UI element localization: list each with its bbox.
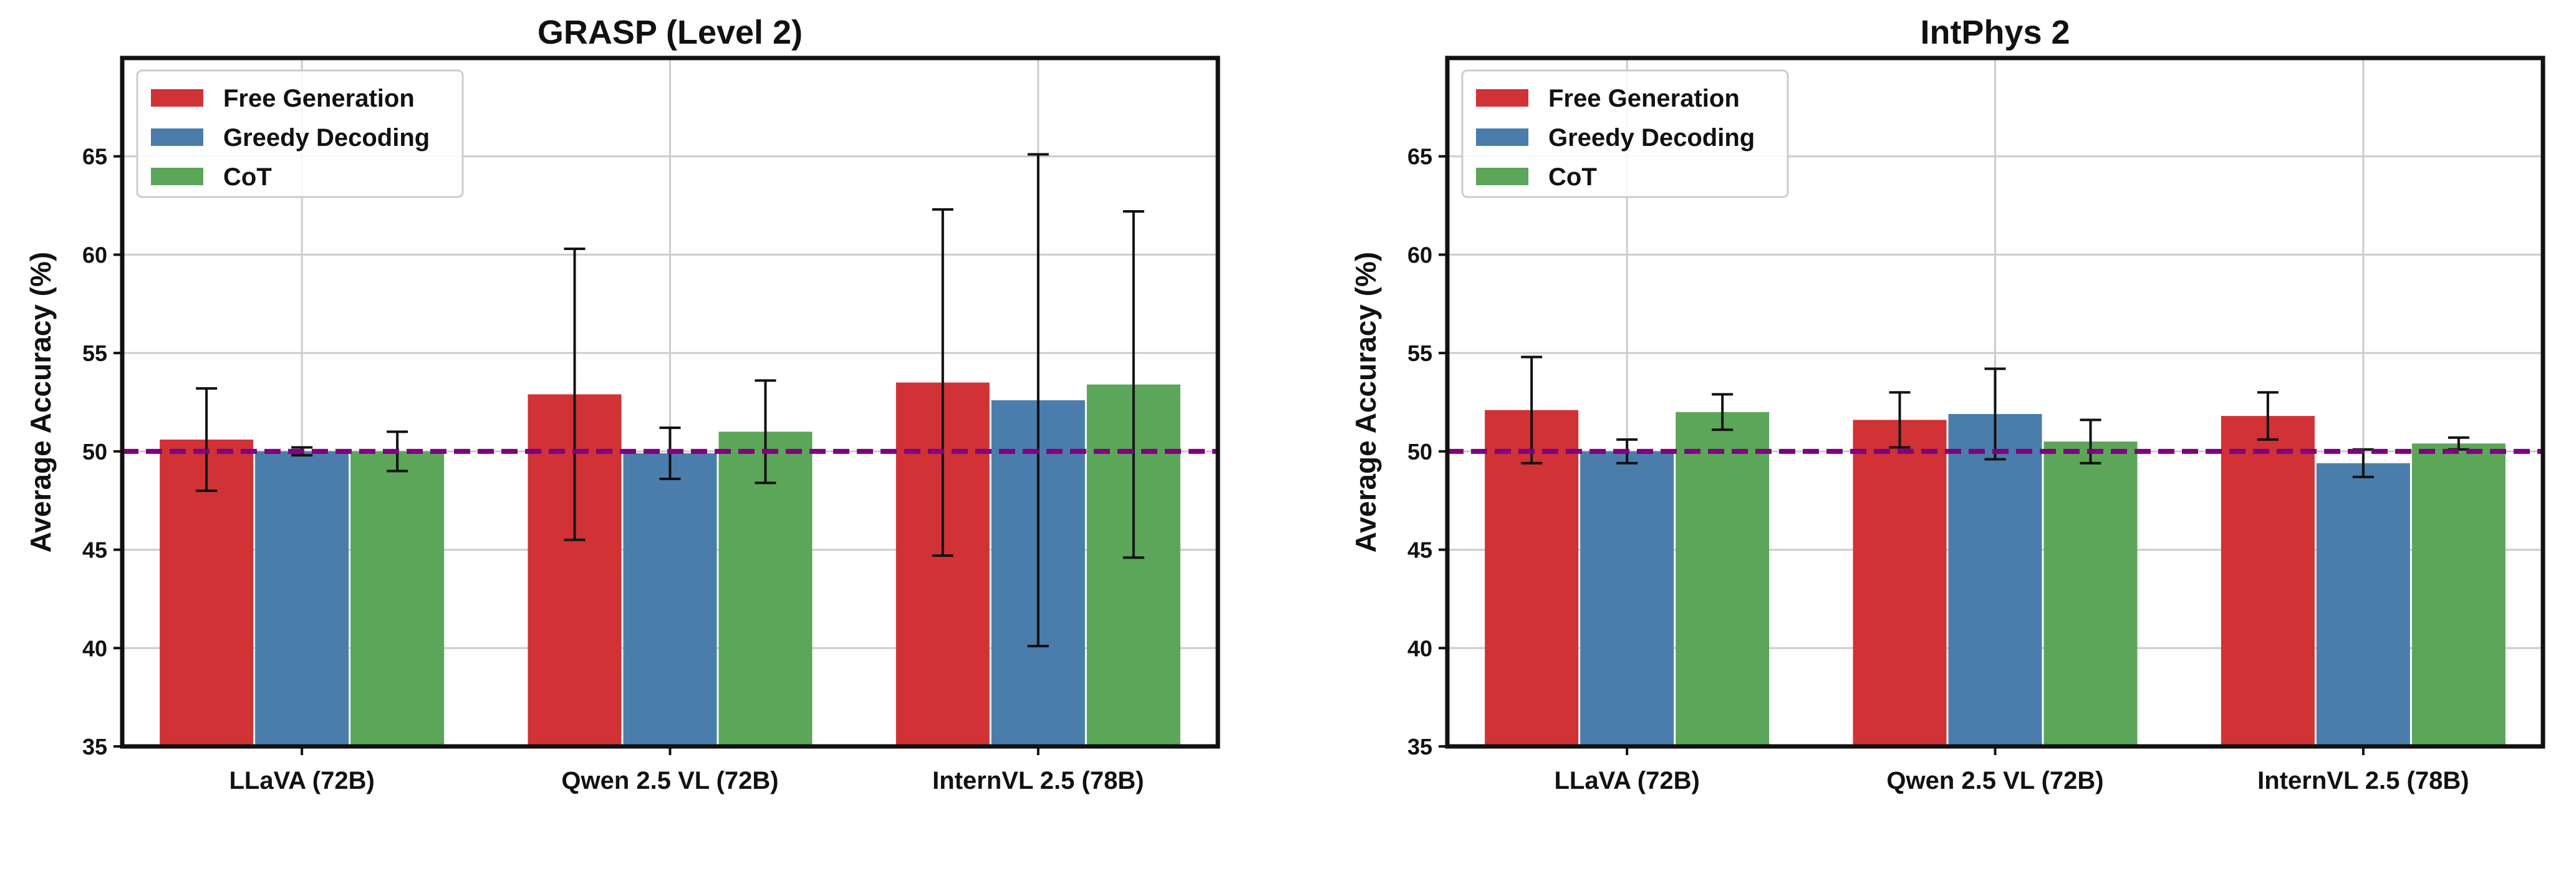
bar — [350, 451, 445, 746]
y-tick-label: 65 — [82, 144, 107, 170]
legend-label: CoT — [223, 163, 272, 191]
x-tick-label: Qwen 2.5 VL (72B) — [1886, 767, 2103, 794]
legend-label: Free Generation — [223, 85, 415, 112]
y-tick-label: 35 — [1407, 734, 1432, 760]
legend-label: Greedy Decoding — [223, 124, 430, 152]
legend-swatch — [1476, 89, 1528, 107]
legend: Free Generation Greedy Decoding CoT — [136, 69, 464, 198]
y-tick-label: 45 — [1407, 538, 1432, 563]
legend-swatch — [151, 168, 203, 185]
x-tick-label: LLaVA (72B) — [229, 767, 374, 794]
y-tick-label: 65 — [1407, 144, 1432, 170]
y-tick-label: 60 — [1407, 242, 1432, 268]
x-tick-label: InternVL 2.5 (78B) — [2257, 767, 2469, 794]
bar — [2043, 441, 2138, 746]
bar — [1485, 410, 1579, 746]
legend-box — [136, 69, 464, 198]
bar — [255, 451, 349, 746]
y-tick-label: 40 — [82, 635, 107, 661]
legend-swatch — [1476, 128, 1528, 146]
y-tick-label: 40 — [1407, 635, 1432, 661]
y-tick-label: 50 — [1407, 439, 1432, 465]
legend-label: Free Generation — [1548, 85, 1740, 112]
bar — [1948, 413, 2042, 746]
y-axis-label: Average Accuracy (%) — [24, 252, 57, 552]
y-tick-label: 60 — [82, 242, 107, 268]
legend-swatch — [151, 89, 203, 107]
bar — [2316, 463, 2410, 746]
y-tick-label: 55 — [1407, 340, 1432, 366]
legend-swatch — [1476, 168, 1528, 185]
bar — [718, 432, 813, 746]
x-tick-label: InternVL 2.5 (78B) — [932, 767, 1144, 794]
y-tick-label: 55 — [82, 340, 107, 366]
chart-panel-1: 35 40 45 50 55 60 65 LLaVA (72B) Qwen 2.5 VL (72… — [24, 14, 1220, 794]
bar — [2221, 416, 2315, 746]
bar — [1676, 412, 1770, 746]
x-tick-label: Qwen 2.5 VL (72B) — [561, 767, 778, 794]
bar — [2411, 443, 2506, 746]
legend-swatch — [151, 128, 203, 146]
legend-label: Greedy Decoding — [1548, 124, 1755, 152]
legend-box — [1461, 69, 1789, 198]
bar — [1853, 420, 1947, 746]
y-axis-label: Average Accuracy (%) — [1349, 252, 1382, 552]
axes-frame — [1445, 55, 2545, 749]
y-tick-label: 45 — [82, 538, 107, 563]
legend-label: CoT — [1548, 163, 1597, 191]
legend: Free Generation Greedy Decoding CoT — [1461, 69, 1789, 198]
x-tick-label: LLaVA (72B) — [1554, 767, 1699, 794]
y-tick-label: 50 — [82, 439, 107, 465]
y-tick-label: 35 — [82, 734, 107, 760]
axes-frame — [120, 55, 1220, 749]
chart-title: GRASP (Level 2) — [538, 14, 803, 51]
chart-title: IntPhys 2 — [1920, 14, 2070, 51]
bar — [1580, 451, 1674, 746]
bar — [623, 453, 717, 746]
chart-panel-2: 35 40 45 50 55 60 65 LLaVA (72B) Qwen 2.5 VL (72… — [1349, 14, 2545, 794]
